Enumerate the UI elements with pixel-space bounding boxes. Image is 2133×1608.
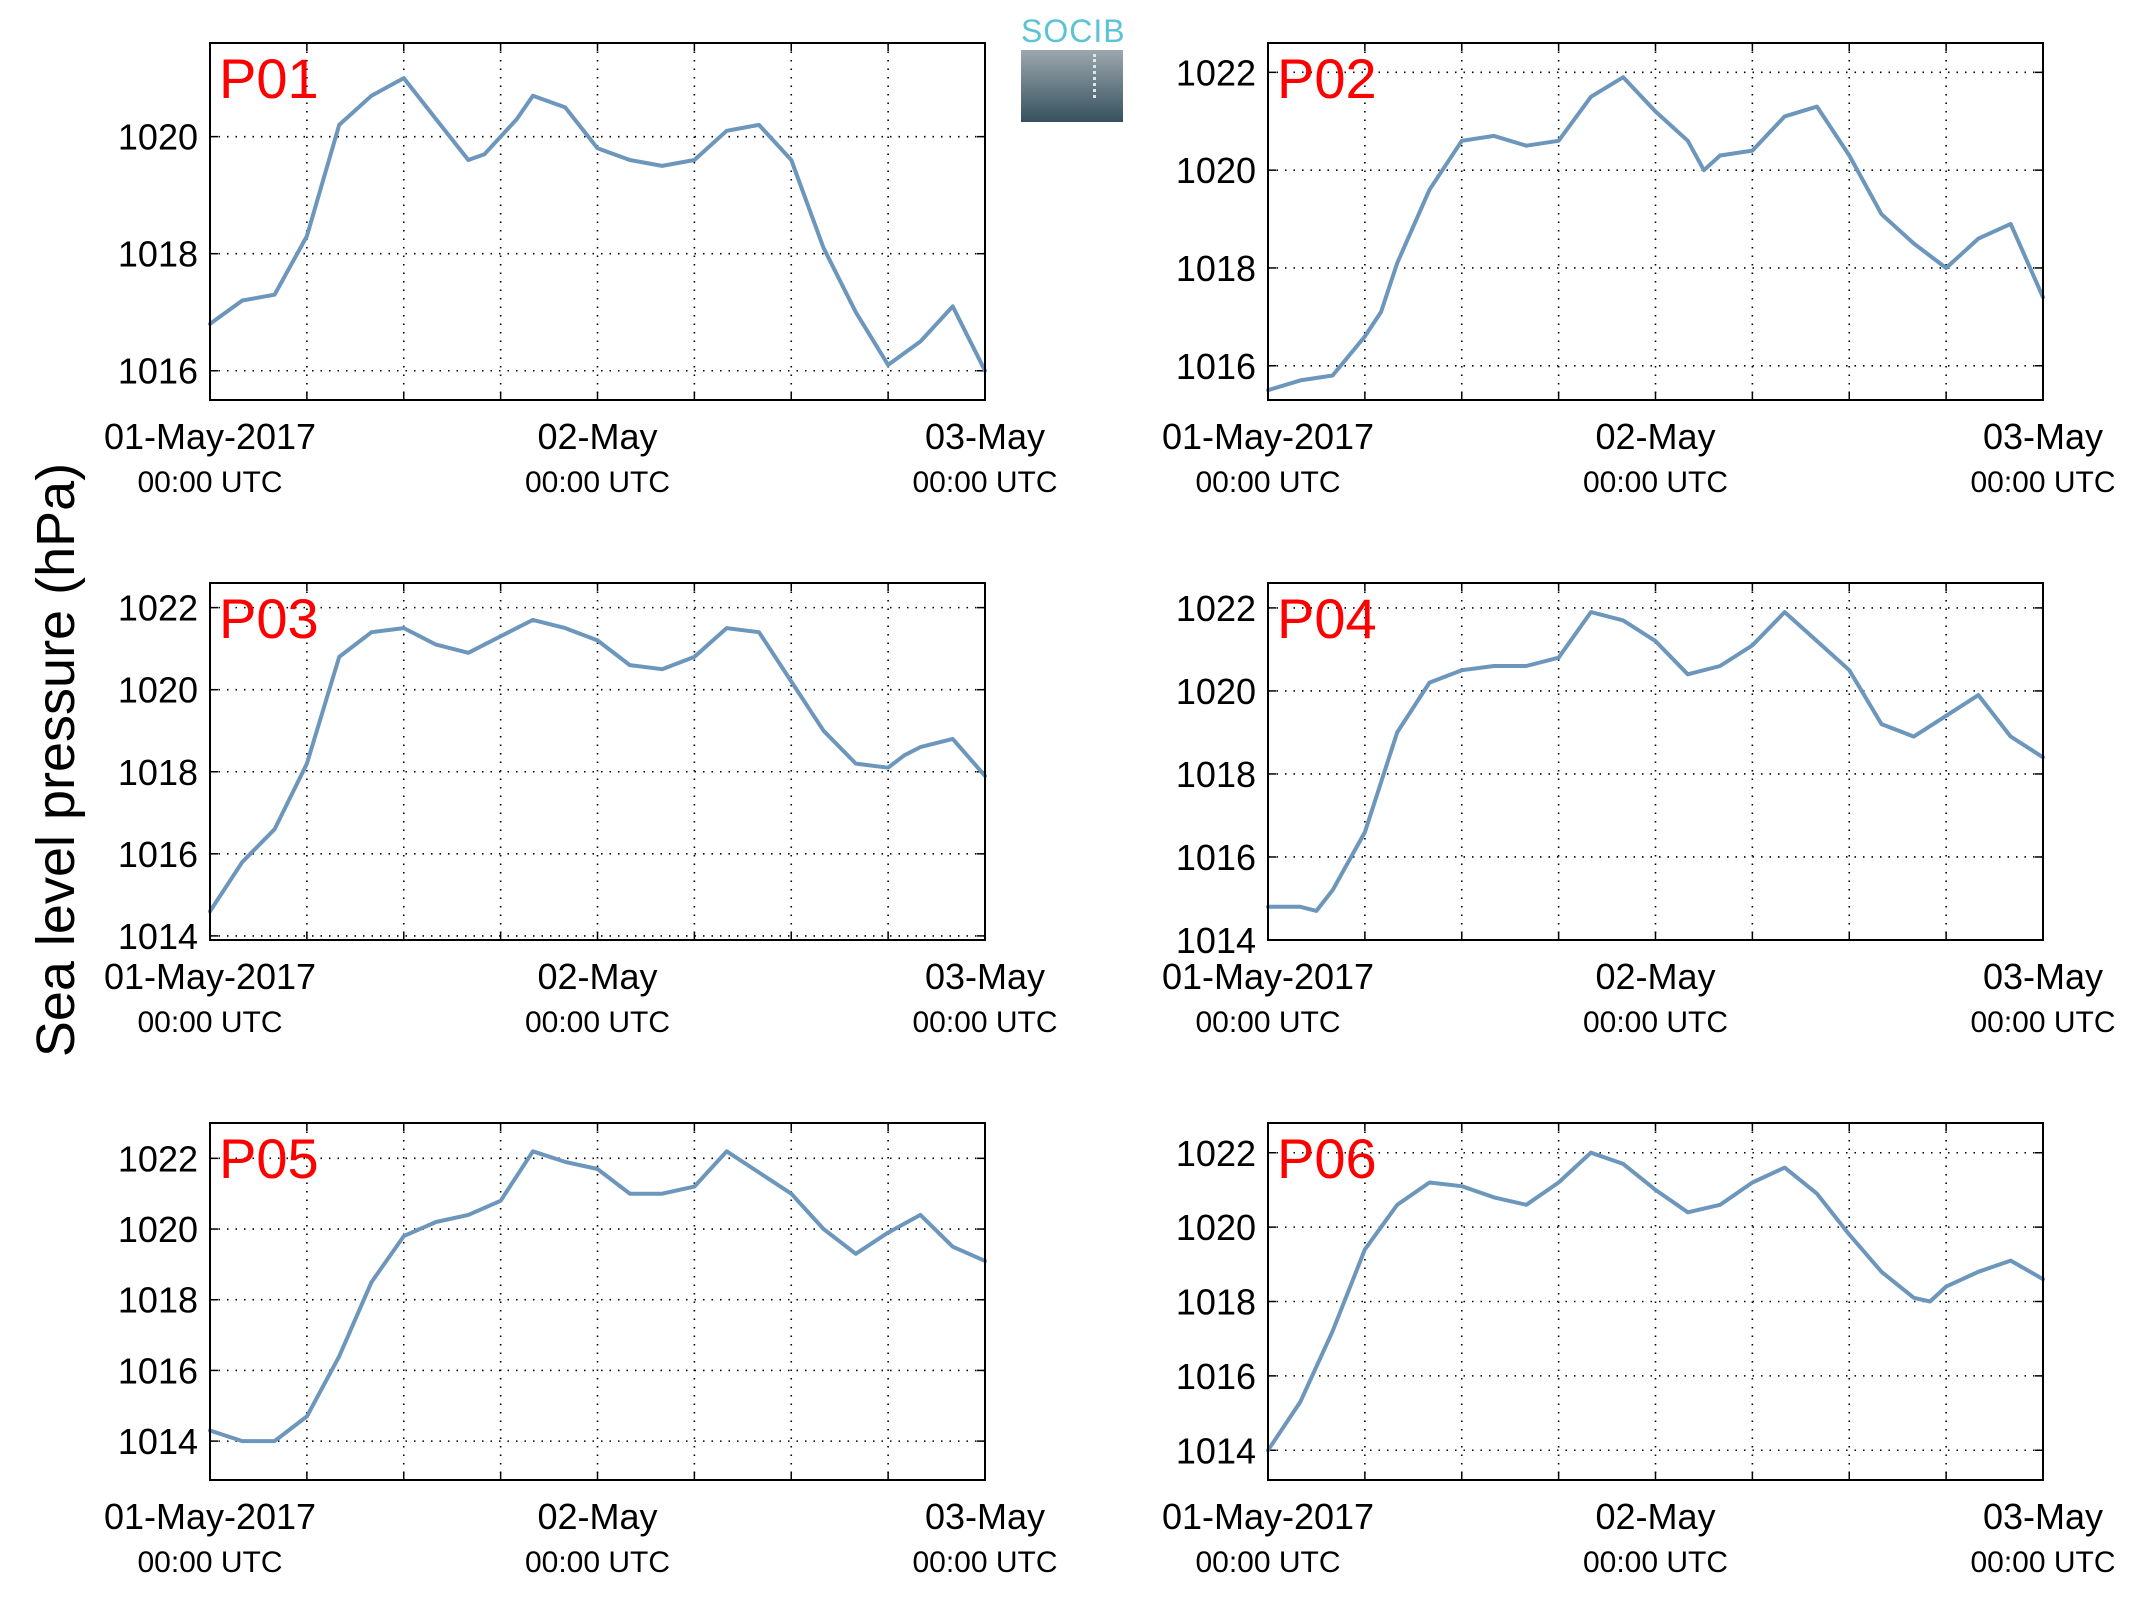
chart-panel-p06: 1014 1016 1018 1020 1022 P06 01-May-2017 00:00 …	[1162, 1122, 2116, 1579]
logo-dots	[1093, 54, 1096, 98]
y-tick-label: 1014	[1176, 920, 1256, 961]
y-tick-label: 1014	[1176, 1430, 1256, 1471]
x-tick-label: 01-May-2017	[104, 416, 316, 457]
series-line	[1266, 1150, 2045, 1453]
y-tick-label: 1022	[118, 588, 198, 629]
panel-label: P05	[219, 1127, 319, 1190]
y-tick-label: 1016	[118, 351, 198, 392]
x-tick-label: 01-May-2017	[104, 956, 316, 997]
axes-frame	[1267, 1122, 2044, 1481]
axes-frame	[209, 582, 986, 941]
x-tick-label: 02-May	[537, 416, 657, 457]
x-tick-sublabel: 00:00 UTC	[1583, 1006, 1728, 1039]
x-tick-label: 02-May	[537, 1496, 657, 1537]
logo-text: SOCIB	[1021, 13, 1126, 49]
x-tick-label: 03-May	[925, 956, 1045, 997]
x-tick-label: 03-May	[1983, 956, 2103, 997]
x-tick-label: 03-May	[925, 416, 1045, 457]
panel-label: P04	[1277, 587, 1377, 650]
panel-label: P06	[1277, 1127, 1377, 1190]
x-tick-sublabel: 00:00 UTC	[1970, 466, 2115, 499]
y-tick-label: 1020	[118, 117, 198, 158]
x-tick-label: 01-May-2017	[1162, 1496, 1374, 1537]
y-tick-label: 1022	[1176, 1133, 1256, 1174]
y-tick-label: 1020	[1176, 671, 1256, 712]
x-tick-sublabel: 00:00 UTC	[1195, 1006, 1340, 1039]
series-line	[208, 1149, 987, 1444]
x-tick-label: 03-May	[1983, 416, 2103, 457]
y-tick-label: 1014	[118, 1421, 198, 1462]
y-tick-label: 1014	[118, 916, 198, 957]
y-tick-label: 1022	[118, 1138, 198, 1179]
y-tick-label: 1020	[1176, 150, 1256, 191]
y-tick-label: 1020	[118, 1209, 198, 1250]
axes-frame	[209, 42, 986, 401]
x-tick-label: 03-May	[925, 1496, 1045, 1537]
chart-panel-p03: 1014 1016 1018 1020 1022 P03 01-May-2017 00:00 …	[104, 582, 1058, 1039]
panel-label: P02	[1277, 47, 1377, 110]
x-tick-label: 01-May-2017	[1162, 416, 1374, 457]
y-tick-label: 1016	[1176, 346, 1256, 387]
panel-label: P03	[219, 587, 319, 650]
x-tick-sublabel: 00:00 UTC	[137, 1006, 282, 1039]
x-tick-label: 03-May	[1983, 1496, 2103, 1537]
x-tick-sublabel: 00:00 UTC	[1195, 466, 1340, 499]
x-tick-sublabel: 00:00 UTC	[525, 466, 670, 499]
x-tick-label: 01-May-2017	[1162, 956, 1374, 997]
axes-frame	[209, 1122, 986, 1481]
y-tick-label: 1020	[1176, 1207, 1256, 1248]
y-tick-label: 1018	[1176, 754, 1256, 795]
logo-box	[1021, 50, 1123, 122]
chart-panel-p05: 1014 1016 1018 1020 1022 P05 01-May-2017 00:00 …	[104, 1122, 1058, 1579]
x-tick-sublabel: 00:00 UTC	[1583, 1546, 1728, 1579]
chart-panel-p02: 1016 1018 1020 1022 P02 01-May-2017 00:00 UTC 0…	[1162, 42, 2116, 499]
y-tick-label: 1016	[1176, 1356, 1256, 1397]
chart-panel-p04: 1014 1016 1018 1020 1022 P04 01-May-2017 00:00 …	[1162, 582, 2116, 1039]
x-tick-sublabel: 00:00 UTC	[1970, 1546, 2115, 1579]
y-tick-label: 1018	[1176, 248, 1256, 289]
x-tick-sublabel: 00:00 UTC	[912, 466, 1057, 499]
x-tick-label: 02-May	[1595, 416, 1715, 457]
y-tick-label: 1018	[1176, 1282, 1256, 1323]
x-tick-sublabel: 00:00 UTC	[912, 1546, 1057, 1579]
socib-logo: SOCIB	[1021, 13, 1126, 122]
y-tick-label: 1016	[118, 834, 198, 875]
chart-panel-p01: 1016 1018 1020 P01 01-May-2017 00:00 UTC 02-Ma…	[104, 42, 1058, 499]
x-tick-label: 02-May	[1595, 956, 1715, 997]
x-tick-sublabel: 00:00 UTC	[912, 1006, 1057, 1039]
x-tick-label: 02-May	[537, 956, 657, 997]
y-tick-label: 1016	[118, 1350, 198, 1391]
y-tick-label: 1018	[118, 1280, 198, 1321]
y-tick-label: 1018	[118, 234, 198, 275]
x-tick-label: 02-May	[1595, 1496, 1715, 1537]
x-tick-sublabel: 00:00 UTC	[1195, 1546, 1340, 1579]
x-tick-sublabel: 00:00 UTC	[137, 1546, 282, 1579]
x-tick-sublabel: 00:00 UTC	[525, 1546, 670, 1579]
y-tick-label: 1020	[118, 670, 198, 711]
series-line	[1266, 610, 2045, 913]
y-tick-label: 1018	[118, 752, 198, 793]
y-tick-label: 1022	[1176, 588, 1256, 629]
axes-frame	[1267, 42, 2044, 401]
axes-frame	[1267, 582, 2044, 941]
x-tick-sublabel: 00:00 UTC	[137, 466, 282, 499]
series-line	[1266, 75, 2045, 393]
x-tick-label: 01-May-2017	[104, 1496, 316, 1537]
x-tick-sublabel: 00:00 UTC	[1583, 466, 1728, 499]
y-tick-label: 1022	[1176, 52, 1256, 93]
x-tick-sublabel: 00:00 UTC	[1970, 1006, 2115, 1039]
y-tick-label: 1016	[1176, 837, 1256, 878]
series-line	[208, 617, 987, 914]
panel-label: P01	[219, 47, 319, 110]
series-line	[208, 76, 987, 373]
x-tick-sublabel: 00:00 UTC	[525, 1006, 670, 1039]
